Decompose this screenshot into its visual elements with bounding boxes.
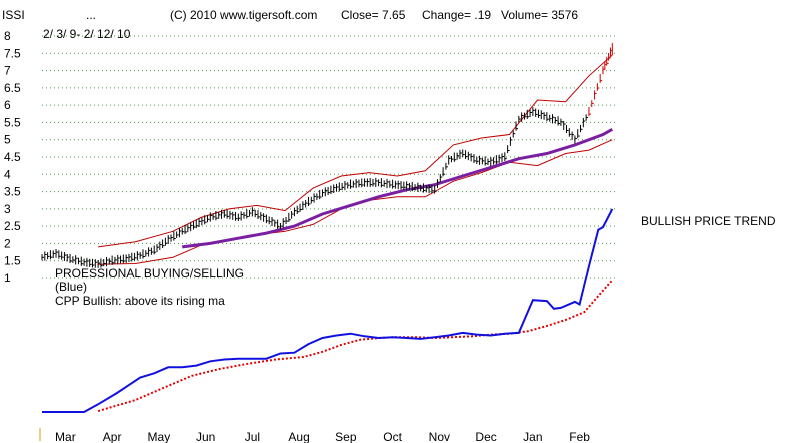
y-tick-label: 1 xyxy=(4,271,11,285)
date-range-label: 2/ 3/ 9- 2/ 12/ 10 xyxy=(43,27,131,41)
plot-area xyxy=(41,42,614,413)
y-tick-label: 8 xyxy=(4,29,11,43)
x-tick-label: May xyxy=(148,430,171,443)
x-tick-label: Dec xyxy=(475,430,496,443)
y-tick-label: 5 xyxy=(4,133,11,147)
y-tick-label: 3 xyxy=(4,202,11,216)
cpp-moving-average-line xyxy=(97,279,614,413)
y-tick-label: 4 xyxy=(4,167,11,181)
y-tick-label: 1.5 xyxy=(4,254,21,268)
x-tick-label: Jun xyxy=(196,430,215,443)
x-tick-label: Nov xyxy=(429,430,450,443)
y-tick-label: 2.5 xyxy=(4,219,21,233)
blue-label: (Blue) xyxy=(55,280,87,294)
cpp-line xyxy=(42,208,614,413)
y-tick-label: 4.5 xyxy=(4,150,21,164)
y-tick-label: 2 xyxy=(4,236,11,250)
x-tick-label: Sep xyxy=(335,430,357,443)
change-label: Change= .19 xyxy=(422,8,491,22)
y-tick-label: 6 xyxy=(4,98,11,112)
bullish-price-trend-label: BULLISH PRICE TREND xyxy=(641,214,776,228)
cpp-bullish-label: CPP Bullish: above its rising ma xyxy=(55,294,225,308)
upper-band-line xyxy=(98,54,613,248)
close-label: Close= 7.65 xyxy=(341,8,406,22)
y-tick-label: 7 xyxy=(4,64,11,78)
x-tick-label: Oct xyxy=(383,430,402,443)
x-tick-label: Jan xyxy=(523,430,542,443)
copyright-label: (C) 2010 www.tigersoft.com xyxy=(170,8,317,22)
x-tick-label: Jul xyxy=(245,430,260,443)
y-tick-label: 3.5 xyxy=(4,185,21,199)
x-tick-label: Mar xyxy=(55,430,76,443)
header-dots: ... xyxy=(86,8,96,22)
x-tick-label: Feb xyxy=(569,430,590,443)
x-tick-label: Apr xyxy=(103,430,122,443)
lower-band-line xyxy=(98,139,613,265)
y-tick-label: 5.5 xyxy=(4,115,21,129)
x-axis-ticks: Mar Apr May Jun Jul Aug Sep Oct Nov Dec Jan Feb xyxy=(39,428,590,443)
moving-average-line xyxy=(182,127,614,249)
professional-buying-label: PROESSIONAL BUYING/SELLING xyxy=(55,266,244,280)
y-tick-label: 7.5 xyxy=(4,46,21,60)
y-tick-label: 6.5 xyxy=(4,81,21,95)
y-axis-ticks: 8 7.5 7 6.5 6 5.5 5 4.5 4 3.5 3 2.5 2 1.5 1 xyxy=(4,29,21,285)
x-tick-label: Aug xyxy=(288,430,309,443)
ticker-label: ISSI xyxy=(2,8,25,22)
volume-label: Volume= 3576 xyxy=(501,8,578,22)
